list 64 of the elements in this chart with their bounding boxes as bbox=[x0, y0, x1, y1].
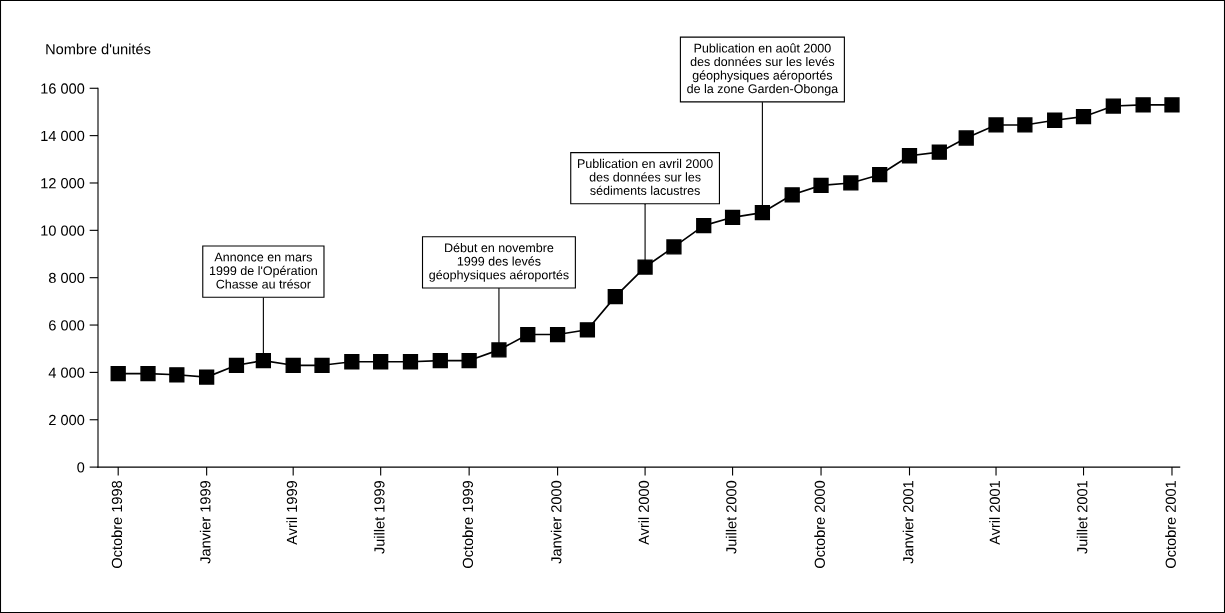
point bbox=[1017, 117, 1033, 133]
annotation: Publication en avril 2000 des données sur les sédiments lacustres bbox=[578, 158, 713, 195]
point bbox=[872, 167, 888, 183]
x-tick-label: Janvier 1999 bbox=[199, 480, 211, 564]
annotation: Annonce en mars 1999 de l'Opération Chasse au trésor bbox=[209, 252, 317, 289]
point bbox=[285, 357, 301, 373]
y-tick-label: 6 000 bbox=[49, 320, 85, 331]
point bbox=[255, 352, 272, 369]
point bbox=[432, 352, 448, 369]
point bbox=[461, 352, 477, 369]
y-tick-label: 10 000 bbox=[41, 225, 85, 236]
point bbox=[1135, 97, 1151, 113]
y-tick-label: 8 000 bbox=[48, 272, 85, 284]
point bbox=[1164, 97, 1180, 113]
point bbox=[696, 217, 712, 234]
point bbox=[402, 354, 419, 370]
point bbox=[579, 322, 596, 338]
point bbox=[724, 209, 741, 225]
point bbox=[813, 177, 829, 193]
point bbox=[549, 326, 566, 343]
annotation: Publication en août 2000 des données sur les levés géophysiques aéroportés de la zone Garden-Obonga bbox=[687, 43, 839, 96]
point bbox=[607, 288, 623, 305]
x-tick-label: Avril 2000 bbox=[638, 480, 649, 545]
point bbox=[314, 357, 330, 373]
point bbox=[1105, 98, 1121, 114]
x-tick-label: Avril 2001 bbox=[989, 481, 1000, 545]
point bbox=[637, 259, 653, 275]
x-tick-label: Janvier 2001 bbox=[902, 481, 914, 564]
point bbox=[228, 357, 245, 373]
y-tick-label: 14 000 bbox=[41, 130, 85, 142]
point bbox=[169, 367, 185, 383]
point bbox=[110, 365, 126, 382]
x-tick-label: Juillet 2001 bbox=[1076, 481, 1088, 554]
point bbox=[520, 326, 536, 343]
point bbox=[754, 204, 771, 221]
y-tick-label: 4 000 bbox=[48, 367, 85, 378]
x-tick-label: Avril 1999 bbox=[286, 480, 298, 545]
annotation: Début en novembre 1999 des levés géophysiques aéroportés bbox=[429, 242, 569, 282]
x-tick-label: Octobre 2000 bbox=[814, 480, 825, 568]
point bbox=[140, 365, 156, 382]
point bbox=[931, 144, 947, 160]
point bbox=[373, 354, 389, 370]
point bbox=[784, 187, 800, 203]
point bbox=[1047, 112, 1063, 128]
x-tick-label: Juillet 2000 bbox=[725, 480, 737, 554]
x-tick-label: Janvier 2000 bbox=[550, 480, 562, 564]
x-tick-label: Octobre 2001 bbox=[1165, 481, 1176, 568]
point bbox=[843, 175, 859, 191]
point bbox=[1075, 109, 1092, 125]
point bbox=[491, 342, 507, 358]
y-axis-title: Nombre d'unités bbox=[46, 43, 151, 55]
point bbox=[958, 130, 974, 146]
point bbox=[666, 239, 682, 255]
y-tick-label: 12 000 bbox=[41, 178, 85, 189]
y-tick-label: 0 bbox=[77, 462, 85, 473]
x-tick-label: Octobre 1999 bbox=[462, 480, 474, 568]
x-tick-label: Octobre 1998 bbox=[111, 480, 123, 568]
point bbox=[344, 354, 360, 370]
point bbox=[901, 148, 918, 164]
x-tick-label: Juillet 1999 bbox=[373, 480, 385, 554]
y-tick-label: 2 000 bbox=[49, 414, 85, 426]
y-tick-label: 16 000 bbox=[41, 83, 85, 94]
point bbox=[199, 369, 215, 385]
point bbox=[988, 117, 1004, 133]
